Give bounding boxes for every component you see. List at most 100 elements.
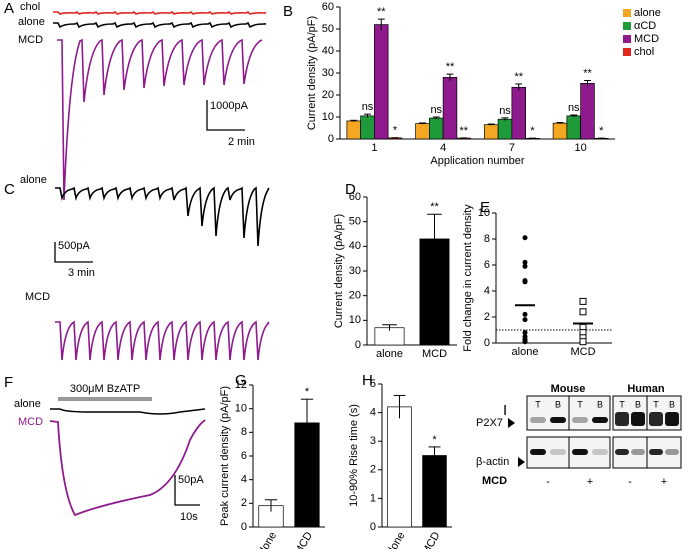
significance: *	[530, 125, 535, 137]
significance: ns	[499, 105, 511, 117]
y-tick-label: 0	[241, 521, 247, 533]
point	[522, 259, 528, 265]
point	[522, 339, 528, 345]
blot-band	[649, 449, 663, 455]
bar	[360, 115, 375, 140]
y-tick-label: 60	[349, 191, 361, 203]
y-tick-label: 60	[322, 1, 334, 13]
y-tick-label: 10	[349, 314, 361, 326]
y-tick-label: 30	[349, 265, 361, 277]
blot-band	[631, 449, 645, 455]
scale-label: 1000pA	[210, 100, 249, 112]
significance: **	[446, 61, 455, 73]
significance: *	[599, 125, 604, 137]
significance: **	[430, 201, 439, 213]
blot-band	[649, 412, 663, 426]
point	[522, 330, 528, 336]
y-tick-label: 1	[370, 492, 376, 504]
panel-letter: A	[4, 0, 14, 17]
panel-letter: G	[235, 372, 247, 389]
treatment-label: +	[587, 476, 593, 488]
scale-bar	[206, 100, 245, 131]
x-tick-label: 1	[371, 142, 377, 154]
x-tick-label: alone	[512, 346, 539, 358]
y-tick-label: 0	[328, 133, 334, 145]
y-tick-label: 40	[322, 45, 334, 57]
y-tick-label: 2	[370, 464, 376, 476]
point	[522, 279, 528, 285]
lane-label: T	[619, 399, 625, 409]
y-tick-label: 40	[349, 240, 361, 252]
y-tick-label: 2	[484, 311, 490, 323]
panel-letter: C	[4, 181, 15, 198]
scale-label: 2 min	[228, 136, 255, 148]
y-tick-label: 12	[235, 379, 247, 391]
y-axis-title: 10-90% Rise time (s)	[348, 404, 360, 507]
blot-band	[530, 449, 546, 455]
scale-bar	[54, 242, 93, 263]
blot-band	[665, 449, 679, 455]
blot-band	[572, 449, 588, 455]
point	[522, 263, 528, 269]
y-tick-label: 20	[349, 290, 361, 302]
x-tick-label: alone	[255, 530, 279, 549]
lane-label: T	[535, 399, 541, 409]
trace-label: MCD	[18, 416, 43, 428]
bar	[566, 115, 581, 140]
blot-band	[631, 412, 645, 426]
bar	[346, 120, 361, 140]
legend-swatch	[623, 48, 631, 56]
y-tick-label: 30	[322, 67, 334, 79]
bar	[497, 118, 513, 140]
legend-label: alone	[634, 7, 661, 19]
blot-group: Mouse	[551, 383, 586, 395]
bar	[422, 455, 447, 528]
x-tick-label: MCD	[422, 348, 447, 360]
y-tick-label: 8	[484, 233, 490, 245]
trace	[53, 11, 266, 15]
treatment-label: -	[546, 476, 550, 488]
legend-label: αCD	[634, 20, 656, 32]
significance: **	[459, 125, 468, 137]
condition-label: MCD	[482, 475, 507, 487]
lane-label: T	[653, 399, 659, 409]
bar	[387, 406, 412, 528]
scale-bar	[174, 475, 200, 506]
x-tick-label: 10	[575, 142, 587, 154]
blot-band	[615, 412, 629, 426]
trace-label: alone	[18, 16, 45, 28]
trace-label: MCD	[18, 34, 43, 46]
bar	[511, 86, 526, 140]
trace	[55, 320, 270, 361]
scale-label: 3 min	[68, 267, 95, 279]
y-tick-label: 5	[370, 378, 376, 390]
bar	[442, 77, 458, 140]
point	[522, 311, 528, 317]
trace-label: chol	[20, 1, 40, 13]
x-axis-title: Application number	[430, 155, 525, 167]
legend-swatch	[623, 22, 631, 30]
bar	[552, 122, 568, 140]
legend-swatch	[623, 9, 631, 17]
significance: ns	[568, 102, 580, 114]
y-tick-label: 0	[484, 337, 490, 349]
trace-label: alone	[20, 174, 47, 186]
x-tick-label: MCD	[292, 530, 315, 549]
significance: *	[393, 125, 398, 137]
panel-letter: H	[362, 372, 373, 389]
significance: ns	[430, 104, 442, 116]
blot-band	[530, 417, 546, 423]
trace	[57, 38, 263, 201]
trace	[49, 419, 206, 517]
trace	[53, 21, 266, 29]
y-tick-label: 10	[478, 207, 490, 219]
blot-band	[665, 412, 679, 426]
lane-label: B	[597, 399, 603, 409]
y-axis-title: Current density (pA/pF)	[333, 214, 345, 328]
band-label: P2X7	[476, 417, 503, 429]
scale-label: 500pA	[58, 240, 90, 252]
panel-letter: E	[480, 199, 490, 216]
y-tick-label: 3	[370, 435, 376, 447]
y-tick-label: 4	[241, 474, 247, 486]
